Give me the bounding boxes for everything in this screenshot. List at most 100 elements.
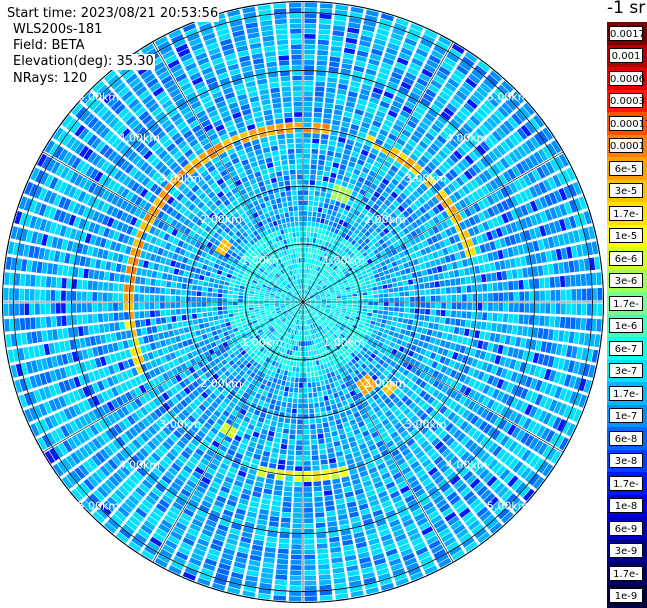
- beta-cell: [508, 73, 521, 85]
- beta-cell: [276, 569, 288, 575]
- beta-cell: [329, 537, 340, 543]
- beta-cell: [307, 222, 311, 227]
- beta-cell: [333, 483, 342, 489]
- beta-cell: [322, 229, 326, 234]
- beta-cell: [293, 518, 302, 523]
- beta-cell: [304, 518, 313, 523]
- beta-cell: [314, 249, 317, 254]
- beta-cell: [326, 384, 331, 390]
- beta-cell: [319, 580, 331, 586]
- beta-cell: [327, 521, 337, 527]
- beta-cell: [326, 443, 333, 449]
- beta-cell: [304, 97, 313, 102]
- beta-cell: [304, 409, 309, 414]
- beta-cell: [561, 303, 566, 314]
- beta-cell: [305, 13, 317, 18]
- beta-cell: [496, 324, 502, 333]
- beta-cell: [374, 302, 379, 305]
- beta-cell: [541, 108, 553, 121]
- beta-cell: [263, 562, 275, 568]
- beta-cell: [334, 381, 339, 387]
- beta-cell: [398, 334, 404, 340]
- beta-cell: [329, 367, 334, 372]
- beta-cell: [479, 265, 485, 273]
- beta-cell: [368, 302, 373, 305]
- beta-cell: [265, 483, 274, 489]
- beta-cell: [263, 424, 270, 430]
- beta-cell: [447, 334, 453, 341]
- beta-cell: [269, 388, 274, 394]
- beta-cell: [260, 434, 267, 440]
- beta-cell: [297, 435, 303, 440]
- beta-cell: [320, 144, 327, 149]
- beta-cell: [323, 485, 331, 491]
- beta-cell: [335, 104, 344, 110]
- beta-cell: [260, 578, 272, 584]
- beta-cell: [493, 293, 498, 301]
- beta-cell: [503, 314, 508, 323]
- beta-cell: [267, 436, 274, 442]
- beta-cell: [550, 277, 556, 288]
- beta-cell: [281, 444, 288, 449]
- beta-cell: [265, 397, 271, 403]
- beta-cell: [342, 300, 347, 302]
- beta-cell: [304, 508, 313, 513]
- beta-cell: [310, 367, 313, 372]
- beta-cell: [384, 593, 398, 601]
- beta-cell: [312, 455, 319, 460]
- beta-cell: [544, 278, 550, 289]
- beta-cell: [282, 507, 291, 512]
- beta-cell: [278, 417, 284, 422]
- beta-cell: [502, 324, 508, 333]
- beta-cell: [430, 309, 435, 315]
- beta-cell: [327, 448, 334, 454]
- beta-cell: [382, 266, 388, 271]
- beta-cell: [377, 331, 383, 336]
- beta-cell: [277, 422, 283, 428]
- beta-cell: [389, 257, 395, 263]
- beta-cell: [429, 20, 443, 30]
- beta-cell: [423, 322, 429, 328]
- beta-cell: [315, 376, 319, 381]
- beta-cell: [477, 312, 482, 320]
- beta-cell: [338, 137, 346, 143]
- beta-cell: [596, 272, 602, 285]
- beta-cell: [122, 550, 135, 561]
- beta-cell: [426, 296, 431, 301]
- beta-cell: [551, 121, 562, 134]
- beta-cell: [288, 445, 294, 450]
- beta-cell: [230, 321, 235, 325]
- beta-cell: [367, 313, 372, 317]
- beta-cell: [255, 393, 261, 399]
- beta-cell: [316, 523, 326, 528]
- beta-cell: [264, 419, 270, 425]
- beta-cell: [304, 435, 310, 440]
- beta-cell: [484, 52, 497, 64]
- beta-cell: [304, 44, 315, 49]
- beta-cell: [551, 470, 562, 483]
- beta-cell: [285, 418, 291, 423]
- beta-cell: [271, 383, 276, 389]
- beta-cell: [327, 209, 332, 215]
- beta-cell: [363, 299, 368, 302]
- beta-cell: [283, 429, 289, 434]
- beta-cell: [335, 152, 342, 158]
- beta-cell: [441, 303, 446, 309]
- beta-cell: [258, 471, 266, 477]
- beta-cell: [586, 273, 592, 285]
- beta-cell: [449, 326, 455, 333]
- beta-cell: [280, 369, 284, 374]
- beta-cell: [337, 300, 342, 302]
- beta-cell: [260, 504, 269, 510]
- beta-cell: [338, 208, 344, 214]
- beta-cell: [358, 299, 363, 302]
- beta-cell: [482, 284, 487, 292]
- beta-cell: [298, 346, 300, 351]
- beta-cell: [297, 425, 302, 430]
- beta-cell: [262, 379, 267, 385]
- beta-cell: [332, 304, 337, 306]
- beta-cell: [441, 310, 446, 316]
- beta-cell: [353, 299, 358, 301]
- beta-cell: [315, 86, 324, 91]
- beta-cell: [534, 279, 539, 289]
